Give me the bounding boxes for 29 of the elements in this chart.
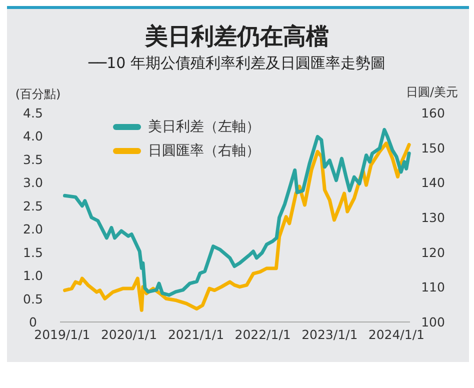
y2-tick-label: 130 (421, 210, 445, 225)
y-tick-label: 0.5 (23, 291, 43, 306)
y-tick-label: 2.5 (23, 198, 43, 214)
y-tick-label: 2.0 (23, 222, 43, 237)
y-tick-label: 4.5 (23, 106, 43, 120)
x-tick-label: 2024/1/1 (368, 327, 425, 342)
y-tick-label: 1.5 (23, 244, 43, 260)
y-axis-title: (百分點) (15, 87, 61, 101)
y2-axis-title: 日圓/美元 (406, 85, 458, 99)
y-tick-label: 0 (29, 314, 38, 330)
chart-subtitle: ──10 年期公債殖利率利差及日圓匯率走勢圖 (88, 54, 386, 72)
legend-label: 日圓匯率（右軸） (148, 143, 260, 159)
y2-tick-label: 140 (421, 175, 445, 190)
y-tick-label: 4.0 (23, 128, 43, 144)
y-tick-label: 3.5 (23, 152, 43, 167)
chart-title: 美日利差仍在高檔 (144, 23, 329, 50)
y2-tick-label: 100 (421, 314, 445, 330)
y2-tick-label: 110 (421, 280, 445, 295)
y2-tick-label: 150 (421, 140, 445, 156)
x-tick-label: 2019/1/1 (34, 327, 90, 342)
legend-label: 美日利差（左軸） (148, 119, 260, 135)
x-tick-label: 2020/1/1 (100, 327, 158, 342)
x-tick-label: 2023/1/1 (302, 327, 358, 342)
y2-tick-label: 120 (421, 244, 445, 260)
x-tick-label: 2022/1/1 (234, 327, 291, 342)
y-tick-label: 1.0 (23, 268, 43, 284)
y2-tick-label: 160 (421, 106, 445, 120)
x-tick-label: 2021/1/1 (168, 327, 224, 342)
y-tick-label: 3.0 (23, 175, 43, 190)
